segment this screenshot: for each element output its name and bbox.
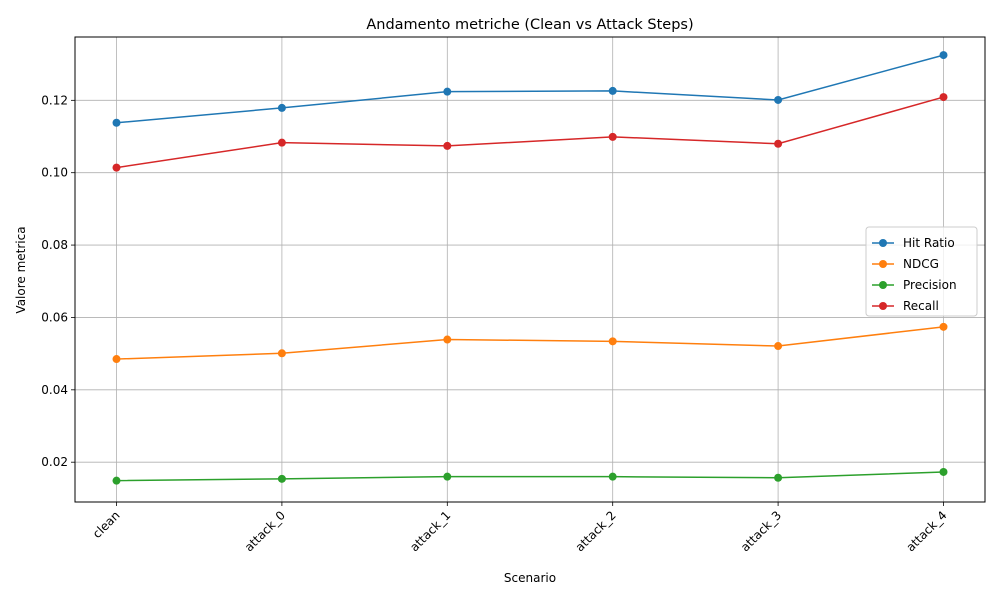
y-axis-label: Valore metrica xyxy=(14,226,28,313)
data-point-recall xyxy=(277,138,286,147)
legend-box xyxy=(865,226,978,317)
series-precision xyxy=(112,467,948,485)
legend: Hit Ratio NDCG Precision Recall xyxy=(865,226,978,317)
legend-marker-ndcg xyxy=(879,260,887,268)
plot-area xyxy=(74,36,986,503)
data-point-precision xyxy=(112,476,121,485)
series-line-precision xyxy=(116,471,944,482)
y-tick-label: 0.04 xyxy=(41,383,68,397)
data-point-recall xyxy=(939,93,948,102)
series-ndcg xyxy=(112,322,948,364)
chart-title: Andamento metriche (Clean vs Attack Step… xyxy=(366,17,693,33)
series-layer xyxy=(112,51,948,485)
data-point-precision xyxy=(939,467,948,476)
data-point-hit-ratio xyxy=(277,103,286,112)
data-point-hit-ratio xyxy=(774,95,783,104)
legend-marker-recall xyxy=(879,302,887,310)
y-tick-label: 0.06 xyxy=(41,310,68,324)
data-point-recall xyxy=(608,132,617,141)
y-tick-label: 0.10 xyxy=(41,166,68,180)
legend-label-ndcg: NDCG xyxy=(903,257,939,271)
data-point-recall xyxy=(112,163,121,172)
data-point-hit-ratio xyxy=(443,87,452,96)
series-recall xyxy=(112,93,948,172)
series-hit-ratio xyxy=(112,51,948,127)
y-tick-label: 0.08 xyxy=(41,238,68,252)
y-axis: 0.02 0.04 0.06 0.08 0.10 0.12 xyxy=(41,93,75,469)
data-point-hit-ratio xyxy=(939,51,948,60)
data-point-recall xyxy=(774,139,783,148)
legend-marker-precision xyxy=(879,281,887,289)
series-line-recall xyxy=(116,96,944,169)
data-point-precision xyxy=(443,472,452,481)
data-point-ndcg xyxy=(112,355,121,364)
data-point-ndcg xyxy=(774,342,783,351)
x-axis-label: Scenario xyxy=(504,571,556,585)
y-tick-label: 0.02 xyxy=(41,455,68,469)
data-point-precision xyxy=(608,472,617,481)
data-point-ndcg xyxy=(939,322,948,331)
data-point-ndcg xyxy=(443,335,452,344)
series-line-hit-ratio xyxy=(116,54,944,124)
y-tick-label: 0.12 xyxy=(41,93,68,107)
data-point-precision xyxy=(774,473,783,482)
legend-label-recall: Recall xyxy=(903,299,939,313)
data-point-hit-ratio xyxy=(608,86,617,95)
data-point-ndcg xyxy=(277,349,286,358)
legend-label-hit-ratio: Hit Ratio xyxy=(903,236,955,250)
data-point-hit-ratio xyxy=(112,118,121,127)
plot-background xyxy=(75,37,985,502)
grid xyxy=(75,37,985,502)
data-point-ndcg xyxy=(608,337,617,346)
legend-marker-hit-ratio xyxy=(879,239,887,247)
series-line-ndcg xyxy=(116,326,944,360)
plot-frame xyxy=(74,36,986,503)
legend-label-precision: Precision xyxy=(903,278,957,292)
data-point-recall xyxy=(443,141,452,150)
data-point-precision xyxy=(277,474,286,483)
